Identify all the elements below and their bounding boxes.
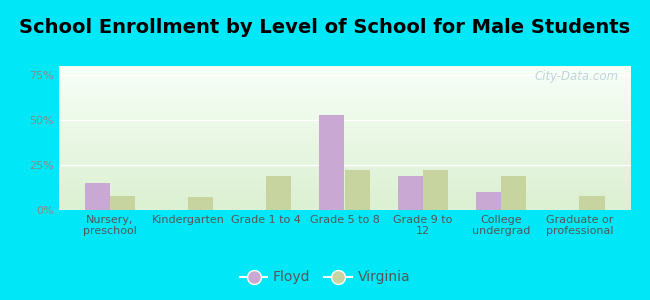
Bar: [398, 176, 423, 210]
Bar: [344, 170, 370, 210]
Legend: Floyd, Virginia: Floyd, Virginia: [234, 265, 416, 290]
Bar: [84, 183, 110, 210]
Bar: [266, 176, 291, 210]
Text: School Enrollment by Level of School for Male Students: School Enrollment by Level of School for…: [20, 18, 630, 37]
Bar: [579, 196, 604, 210]
Bar: [476, 192, 501, 210]
Bar: [422, 170, 448, 210]
Bar: [188, 197, 213, 210]
Bar: [501, 176, 526, 210]
Bar: [319, 115, 344, 210]
Bar: [110, 196, 135, 210]
Text: City-Data.com: City-Data.com: [535, 70, 619, 83]
